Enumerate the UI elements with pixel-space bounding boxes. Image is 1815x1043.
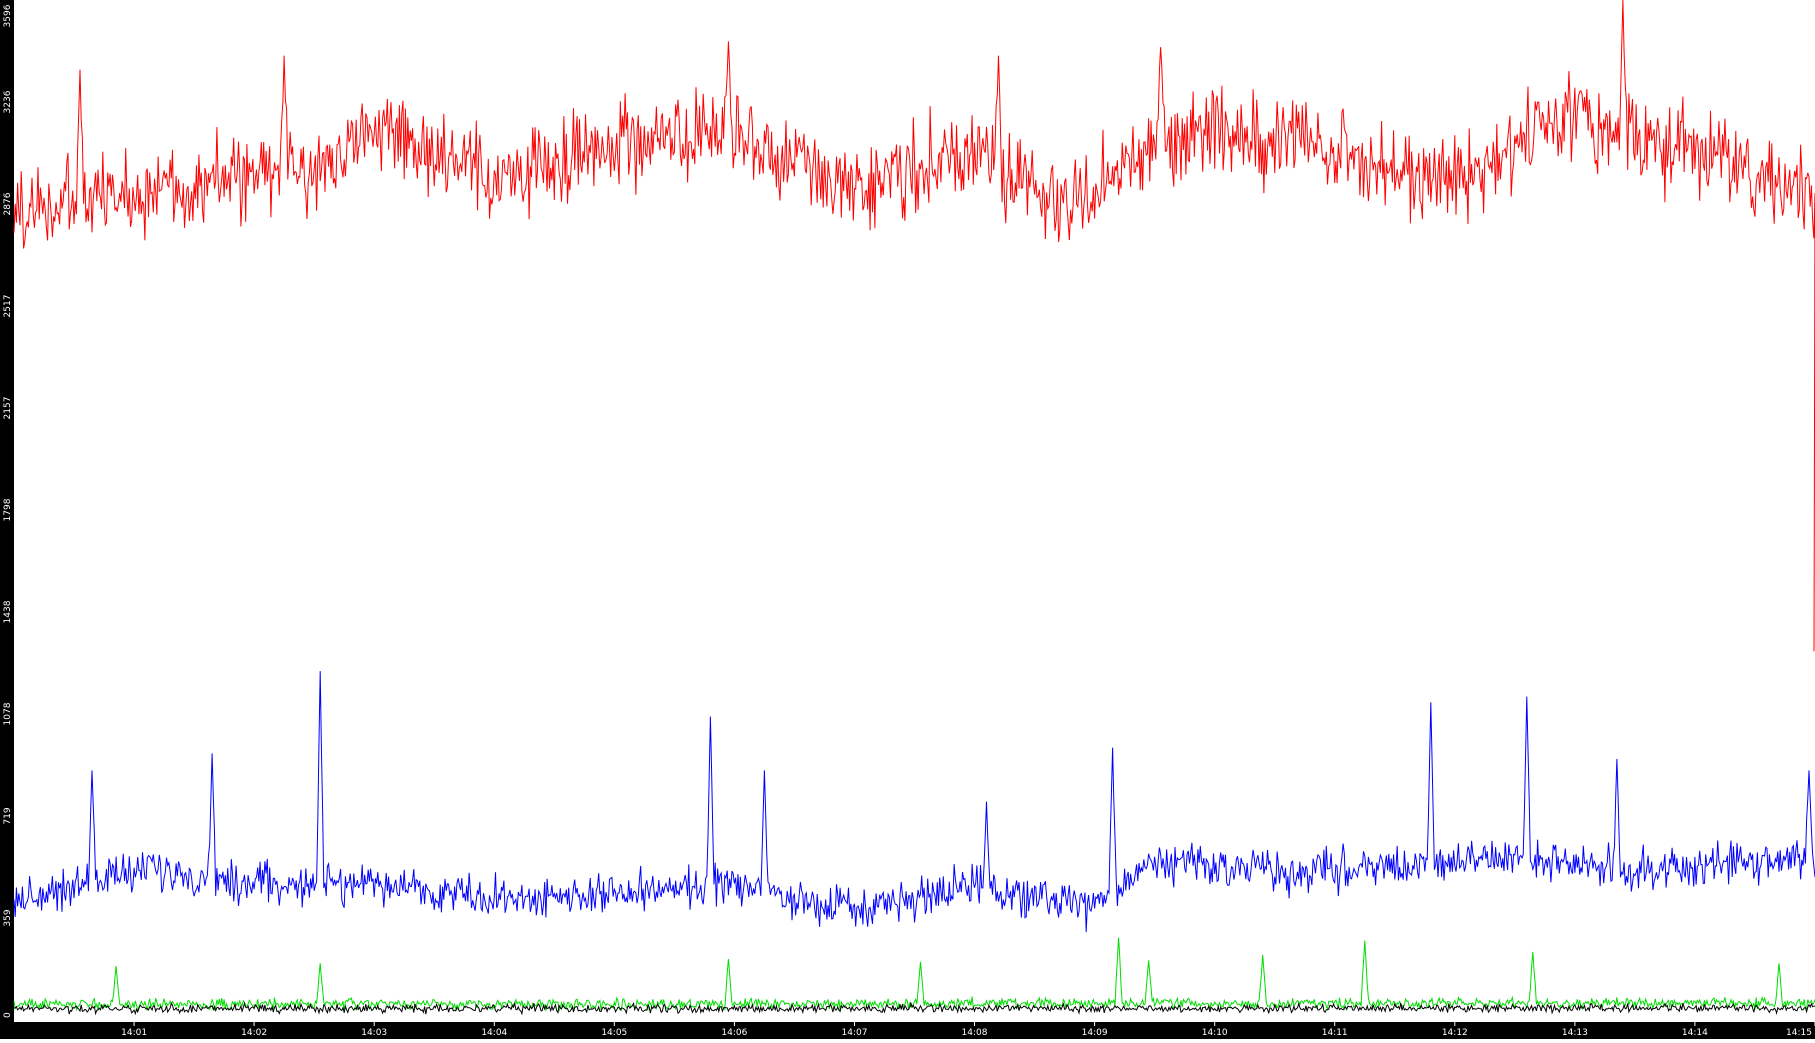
y-tick-label: 1438 xyxy=(3,600,13,623)
x-tick-label: 14:14 xyxy=(1682,1028,1708,1038)
y-ticks: 0 359 719 1078 1438 1798 2157 2517 2876 3236 3596 xyxy=(3,4,13,1018)
y-tick-label: 359 xyxy=(3,909,13,926)
x-tick-label: 14:13 xyxy=(1562,1028,1588,1038)
x-tick-label: 14:11 xyxy=(1322,1028,1348,1038)
y-axis-bar xyxy=(0,0,14,1022)
series-line-4 xyxy=(13,1001,1815,1016)
x-tick-label: 14:01 xyxy=(121,1028,147,1038)
x-tick-label: 14:05 xyxy=(601,1028,627,1038)
x-tick-label: 14:04 xyxy=(481,1028,507,1038)
y-tick-label: 3596 xyxy=(3,4,13,27)
y-tick-label: 719 xyxy=(3,807,13,824)
x-tick-label: 14:12 xyxy=(1442,1028,1468,1038)
y-tick-label: 2157 xyxy=(3,397,13,420)
x-axis-bar xyxy=(0,1022,1815,1039)
y-tick-label: 3236 xyxy=(3,90,13,113)
y-tick-label: 1078 xyxy=(3,702,13,725)
x-tick-label: 14:06 xyxy=(721,1028,747,1038)
y-tick-label: 0 xyxy=(3,1012,13,1018)
x-tick-label: 14:07 xyxy=(842,1028,868,1038)
series-line-1 xyxy=(13,0,1815,652)
series-line-2 xyxy=(13,671,1815,933)
series-layer xyxy=(13,0,1815,1016)
x-ticks: 14:01 14:02 14:03 14:04 14:05 14:06 14:07 14:08… xyxy=(121,1022,1815,1038)
x-tick-label: 14:02 xyxy=(241,1028,267,1038)
y-tick-label: 1798 xyxy=(3,498,13,521)
x-tick-label: 14:03 xyxy=(361,1028,387,1038)
y-tick-label: 2517 xyxy=(3,295,13,318)
y-tick-label: 2876 xyxy=(3,192,13,215)
x-tick-label: 14:15 xyxy=(1786,1028,1812,1038)
x-tick-label: 14:09 xyxy=(1082,1028,1108,1038)
x-tick-label: 14:10 xyxy=(1202,1028,1228,1038)
x-tick-label: 14:08 xyxy=(962,1028,988,1038)
